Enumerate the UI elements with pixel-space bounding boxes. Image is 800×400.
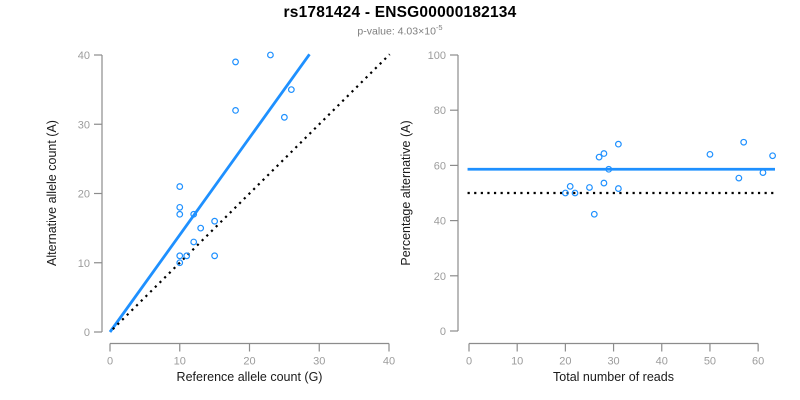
p-value-exponent: -5: [435, 23, 443, 32]
fit-line: [108, 53, 311, 333]
y-tick-label: 40: [434, 216, 446, 228]
x-tick-label: 40: [656, 356, 668, 368]
y-tick-label: 20: [434, 271, 446, 283]
x-tick-label: 30: [313, 356, 325, 368]
x-tick-label: 50: [704, 356, 716, 368]
data-point: [769, 152, 776, 160]
y-tick-label: 0: [84, 327, 90, 339]
data-point: [571, 189, 579, 197]
figure-title: rs1781424 - ENSG00000182134: [283, 4, 517, 21]
data-point: [614, 140, 622, 148]
data-point: [197, 224, 205, 232]
data-point: [211, 252, 219, 260]
data-point: [190, 210, 198, 218]
data-point: [561, 189, 569, 197]
x-tick-label: 40: [383, 356, 395, 368]
data-point: [586, 184, 593, 191]
x-tick-label: 60: [752, 356, 764, 368]
y-tick-label: 80: [434, 105, 446, 117]
data-point: [595, 153, 603, 161]
data-point: [176, 203, 184, 211]
x-tick-label: 10: [511, 356, 523, 368]
data-point: [176, 210, 184, 218]
identity-line: [112, 53, 391, 331]
data-point: [183, 252, 191, 260]
data-point: [706, 150, 714, 158]
p-value-subtitle: p-value: 4.03×10-5: [0, 23, 800, 38]
data-point: [280, 113, 288, 121]
left-xaxis-title: Reference allele count (G): [176, 370, 323, 384]
data-point: [614, 185, 622, 192]
p-value-text: p-value: 4.03×10: [357, 25, 436, 38]
y-tick-label: 0: [440, 326, 446, 338]
data-point: [211, 217, 219, 225]
data-point: [590, 210, 598, 218]
data-point: [176, 259, 184, 267]
data-point: [759, 169, 767, 176]
data-point: [566, 182, 574, 190]
data-point: [287, 86, 295, 94]
data-point: [176, 183, 184, 190]
y-tick-label: 10: [78, 258, 90, 270]
left-yaxis-title: Alternative allele count (A): [45, 120, 59, 266]
data-point: [735, 174, 743, 182]
data-point: [600, 179, 608, 187]
data-point: [267, 51, 274, 59]
x-tick-label: 20: [243, 356, 255, 368]
x-tick-label: 0: [466, 356, 472, 368]
x-tick-label: 30: [607, 356, 619, 368]
data-point: [232, 58, 239, 66]
right-yaxis-title: Percentage alternative (A): [399, 120, 413, 266]
y-tick-label: 20: [78, 189, 90, 201]
data-point: [176, 252, 184, 260]
y-tick-label: 40: [78, 50, 90, 62]
y-tick-label: 30: [78, 119, 90, 131]
right-xaxis-title: Total number of reads: [553, 370, 674, 384]
data-point: [600, 150, 608, 157]
data-point: [232, 106, 239, 114]
x-tick-label: 10: [174, 356, 186, 368]
x-tick-label: 20: [559, 356, 571, 368]
y-tick-label: 100: [428, 50, 446, 62]
data-point: [190, 238, 198, 246]
data-point: [740, 138, 748, 146]
data-point: [605, 165, 613, 173]
y-tick-label: 60: [434, 160, 446, 172]
x-tick-label: 0: [107, 356, 113, 368]
